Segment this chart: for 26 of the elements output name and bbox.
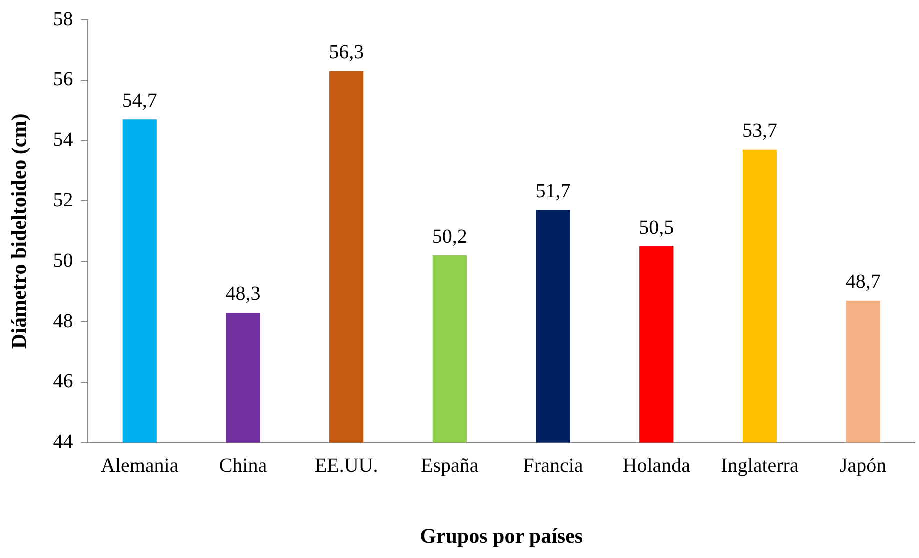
y-tick-label: 46 xyxy=(53,370,74,393)
x-tick-label: Francia xyxy=(523,455,584,478)
x-tick-label: EE.UU. xyxy=(314,455,378,478)
y-tick-label: 54 xyxy=(53,129,74,152)
data-label: 50,2 xyxy=(432,226,468,248)
x-tick-label: España xyxy=(421,455,479,478)
data-label: 53,7 xyxy=(742,120,778,142)
x-tick-label: Alemania xyxy=(101,455,179,478)
y-tick-label: 52 xyxy=(53,189,74,212)
x-tick-label: Inglaterra xyxy=(721,455,799,478)
x-tick-label: China xyxy=(219,455,268,478)
y-tick-label: 44 xyxy=(53,431,74,454)
y-tick-label: 50 xyxy=(53,250,74,272)
data-label: 48,3 xyxy=(226,283,261,306)
data-label: 50,5 xyxy=(639,216,674,239)
y-tick-label: 48 xyxy=(53,310,74,332)
x-axis-title: Grupos por países xyxy=(420,524,584,548)
data-label: 51,7 xyxy=(536,180,571,203)
data-label: 56,3 xyxy=(329,42,364,64)
data-label: 54,7 xyxy=(122,90,158,112)
data-label: 48,7 xyxy=(846,271,881,294)
y-axis-title: Diámetro bideltoideo (cm) xyxy=(7,114,32,350)
y-tick-label: 58 xyxy=(53,8,74,30)
y-tick-label: 56 xyxy=(53,68,74,91)
x-tick-label: Holanda xyxy=(622,455,691,478)
x-tick-label: Japón xyxy=(840,455,887,478)
